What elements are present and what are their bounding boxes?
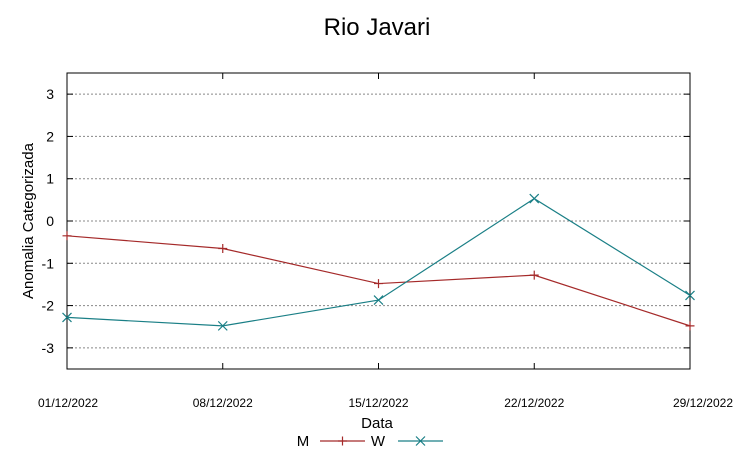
legend-label: W: [371, 433, 386, 450]
y-axis-label: Anomalia Categorizada: [20, 142, 37, 299]
x-axis-label: Data: [361, 415, 393, 432]
x-tick-label: 01/12/2022: [38, 396, 98, 410]
series-w: [62, 193, 695, 331]
data-point-w: [373, 295, 384, 305]
series-m: [62, 231, 695, 331]
series-lines: [62, 193, 695, 331]
legend-marker: [415, 436, 426, 446]
grid-lines: [67, 93, 690, 349]
y-tick-label: -2: [42, 298, 55, 314]
legend-entry-m: M: [297, 433, 365, 450]
x-axis-ticks: 01/12/2022 08/12/2022 15/12/2022 22/12/2022…: [38, 73, 733, 410]
x-tick-label: 15/12/2022: [348, 396, 408, 410]
y-tick-label: -1: [42, 255, 55, 271]
series-w-line: [66, 197, 691, 327]
legend-label: M: [297, 433, 310, 450]
y-tick-label: 2: [46, 128, 54, 144]
data-point-m: [62, 231, 72, 241]
x-tick-label: 08/12/2022: [193, 396, 253, 410]
y-tick-label: 3: [46, 86, 54, 102]
data-point-w: [529, 193, 540, 204]
data-point-m: [529, 270, 539, 280]
y-tick-label: 0: [46, 213, 54, 229]
y-tick-label: 1: [46, 171, 54, 187]
data-point-m: [685, 321, 695, 331]
x-tick-label: 29/12/2022: [673, 396, 733, 410]
data-point-m: [218, 243, 228, 253]
chart-title: Rio Javari: [324, 14, 431, 41]
data-point-m: [374, 279, 383, 289]
x-tick-label: 22/12/2022: [504, 396, 564, 410]
data-point-w: [685, 290, 695, 301]
y-axis-ticks: 3 2 1 0 -1 -2 -3: [42, 86, 690, 356]
y-tick-label: -3: [42, 340, 55, 356]
legend-entry-w: W: [371, 433, 443, 450]
data-point-w: [62, 312, 72, 323]
legend-marker: [338, 436, 347, 446]
data-point-w: [217, 320, 228, 331]
